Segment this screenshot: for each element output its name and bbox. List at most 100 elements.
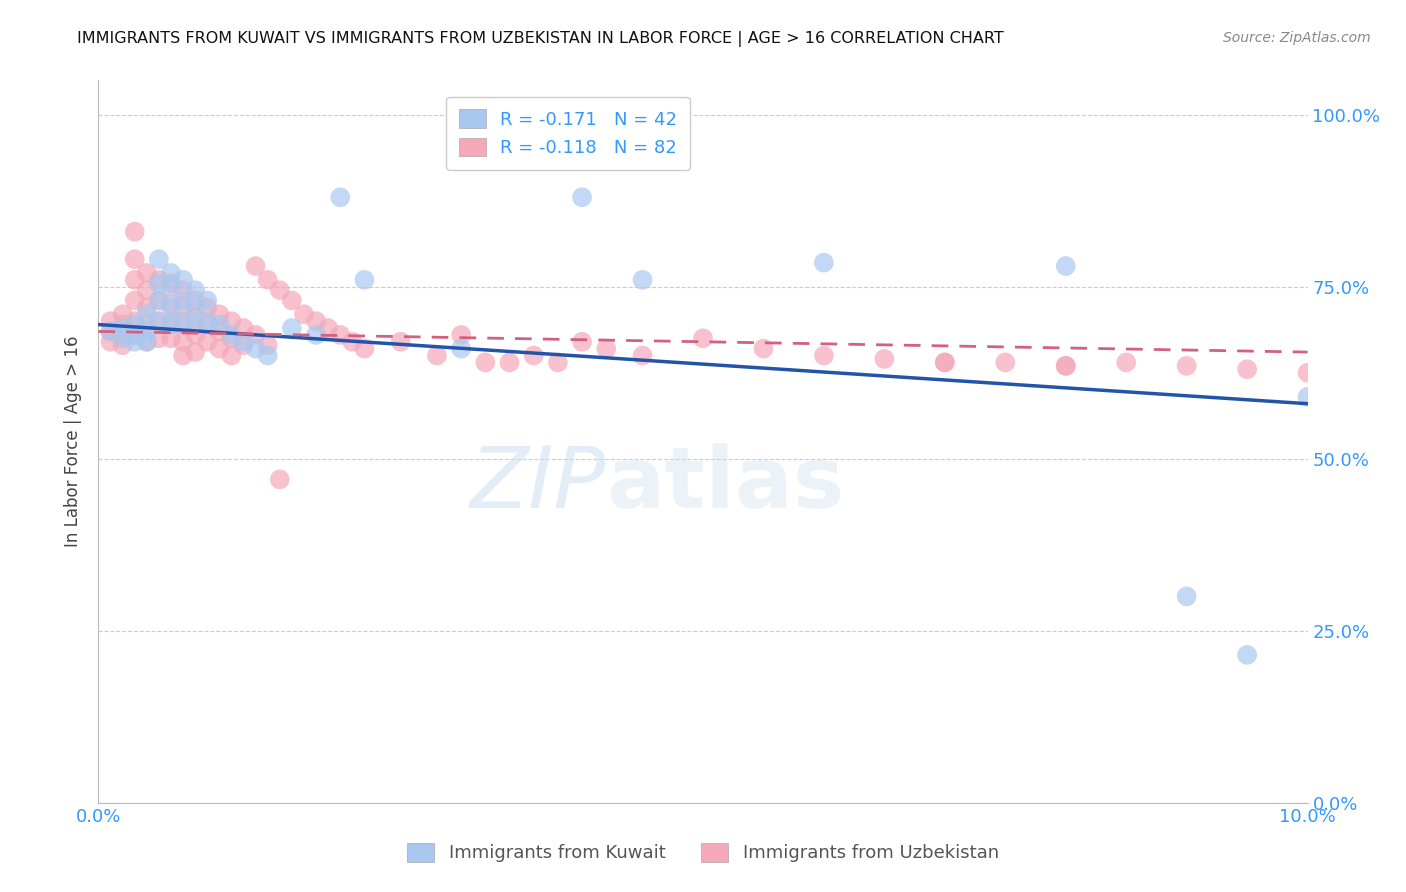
Point [172, 293, 194, 308]
Point [135, 283, 157, 297]
Point [124, 327, 146, 342]
Point [160, 318, 183, 332]
Point [1296, 390, 1319, 404]
Point [353, 273, 375, 287]
Point [281, 293, 304, 308]
Point [135, 325, 157, 339]
Point [221, 349, 243, 363]
Point [124, 318, 146, 332]
Point [195, 301, 218, 315]
Point [111, 338, 134, 352]
Point [148, 293, 170, 308]
Point [111, 327, 134, 342]
Text: atlas: atlas [606, 443, 845, 526]
Point [1054, 259, 1077, 273]
Point [342, 334, 364, 349]
Point [172, 273, 194, 287]
Point [135, 334, 157, 349]
Point [172, 318, 194, 332]
Point [316, 321, 339, 335]
Point [148, 331, 170, 345]
Point [160, 266, 183, 280]
Text: ZIP: ZIP [470, 443, 606, 526]
Point [934, 355, 956, 369]
Point [389, 334, 412, 349]
Point [245, 342, 267, 356]
Point [160, 331, 183, 345]
Point [111, 321, 134, 335]
Point [631, 273, 654, 287]
Point [148, 314, 170, 328]
Point [148, 277, 170, 291]
Point [135, 301, 157, 315]
Point [426, 349, 449, 363]
Point [1115, 355, 1137, 369]
Point [1175, 359, 1198, 373]
Point [172, 334, 194, 349]
Point [450, 342, 472, 356]
Point [813, 349, 835, 363]
Point [353, 342, 375, 356]
Point [124, 252, 146, 267]
Point [329, 190, 352, 204]
Point [135, 266, 157, 280]
Point [595, 342, 617, 356]
Point [184, 318, 207, 332]
Point [547, 355, 569, 369]
Point [148, 273, 170, 287]
Point [135, 307, 157, 321]
Point [221, 331, 243, 345]
Point [994, 355, 1017, 369]
Point [1054, 359, 1077, 373]
Point [523, 349, 546, 363]
Point [184, 310, 207, 325]
Point [269, 283, 291, 297]
Point [208, 325, 231, 339]
Point [329, 327, 352, 342]
Point [256, 273, 278, 287]
Point [111, 331, 134, 345]
Point [160, 314, 183, 328]
Point [124, 273, 146, 287]
Point [1236, 648, 1258, 662]
Point [631, 349, 654, 363]
Text: Source: ZipAtlas.com: Source: ZipAtlas.com [1223, 31, 1371, 45]
Point [752, 342, 775, 356]
Point [148, 252, 170, 267]
Point [172, 314, 194, 328]
Point [135, 318, 157, 332]
Point [184, 301, 207, 315]
Point [195, 334, 218, 349]
Point [571, 334, 593, 349]
Legend: Immigrants from Kuwait, Immigrants from Uzbekistan: Immigrants from Kuwait, Immigrants from … [399, 836, 1007, 870]
Point [148, 314, 170, 328]
Point [100, 334, 122, 349]
Point [100, 314, 122, 328]
Point [232, 338, 254, 352]
Point [305, 327, 328, 342]
Point [208, 318, 231, 332]
Point [184, 283, 207, 297]
Point [208, 342, 231, 356]
Point [195, 293, 218, 308]
Point [208, 307, 231, 321]
Point [281, 321, 304, 335]
Point [100, 325, 122, 339]
Point [256, 349, 278, 363]
Point [148, 293, 170, 308]
Point [184, 327, 207, 342]
Point [160, 277, 183, 291]
Point [292, 307, 315, 321]
Point [232, 321, 254, 335]
Point [160, 301, 183, 315]
Point [184, 293, 207, 308]
Point [269, 472, 291, 486]
Text: IMMIGRANTS FROM KUWAIT VS IMMIGRANTS FROM UZBEKISTAN IN LABOR FORCE | AGE > 16 C: IMMIGRANTS FROM KUWAIT VS IMMIGRANTS FRO… [77, 31, 1004, 47]
Point [135, 334, 157, 349]
Point [195, 318, 218, 332]
Point [160, 297, 183, 311]
Point [124, 334, 146, 349]
Y-axis label: In Labor Force | Age > 16: In Labor Force | Age > 16 [65, 335, 83, 548]
Point [256, 338, 278, 352]
Point [111, 307, 134, 321]
